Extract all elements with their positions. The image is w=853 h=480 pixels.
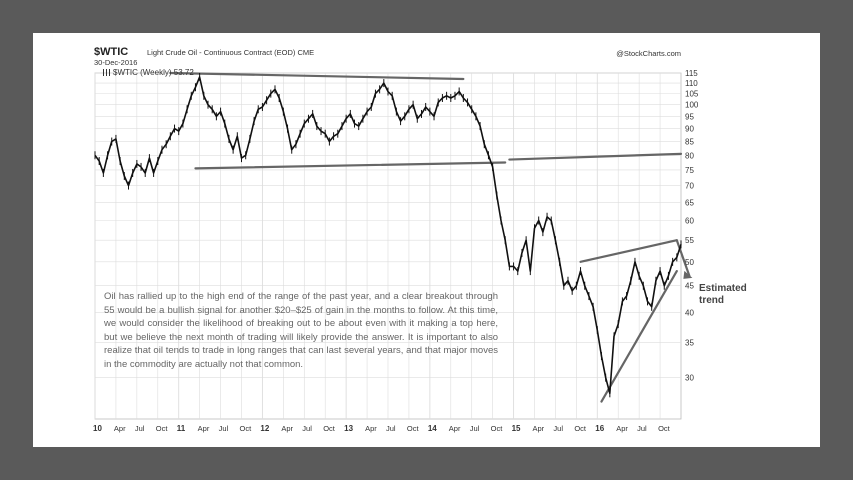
y-tick-label: 105 <box>685 90 699 99</box>
x-tick-label: Oct <box>323 424 336 433</box>
x-axis: 10 Apr Jul Oct 11 Apr Jul Oct 12 Apr Jul Oct 13 Apr Ju… <box>93 424 671 433</box>
x-tick-label: Jul <box>302 424 312 433</box>
x-tick-label: Jul <box>553 424 563 433</box>
x-tick-label: 13 <box>344 424 353 433</box>
source-credit: @StockCharts.com <box>616 49 681 58</box>
y-tick-label: 55 <box>685 236 694 245</box>
contract-name: Light Crude Oil - Continuous Contract (E… <box>147 48 296 57</box>
annotation-text: Oil has rallied up to the high end of th… <box>104 291 498 370</box>
x-tick-label: Oct <box>156 424 169 433</box>
x-tick-label: 16 <box>595 424 604 433</box>
y-tick-label: 115 <box>685 69 698 78</box>
y-tick-label: 30 <box>685 374 694 383</box>
y-tick-label: 50 <box>685 258 694 267</box>
x-tick-label: Oct <box>658 424 671 433</box>
x-tick-label: Jul <box>219 424 229 433</box>
x-tick-label: Apr <box>449 424 461 433</box>
x-tick-label: Apr <box>533 424 545 433</box>
x-tick-label: 12 <box>260 424 269 433</box>
chart-date: 30-Dec-2016 <box>94 58 138 67</box>
series-legend: $WTIC (Weekly) 53.72 <box>103 68 194 77</box>
chart-subtitle: Light Crude Oil - Continuous Contract (E… <box>147 48 314 57</box>
y-tick-label: 80 <box>685 151 694 160</box>
y-tick-label: 110 <box>685 79 698 88</box>
bar-chart-icon <box>103 69 111 76</box>
y-tick-label: 60 <box>685 217 694 226</box>
x-tick-label: Apr <box>198 424 210 433</box>
trendlines <box>169 71 693 403</box>
x-tick-label: Jul <box>386 424 396 433</box>
x-tick-label: Oct <box>240 424 253 433</box>
trendline <box>508 152 683 161</box>
trendline <box>675 239 691 277</box>
trendline <box>194 161 507 170</box>
x-tick-label: Oct <box>574 424 587 433</box>
y-tick-label: 45 <box>685 282 694 291</box>
x-tick-label: Jul <box>637 424 647 433</box>
y-tick-label: 65 <box>685 198 694 207</box>
grid <box>94 72 682 420</box>
x-tick-label: Apr <box>281 424 293 433</box>
y-tick-label: 70 <box>685 182 694 191</box>
x-tick-label: Apr <box>616 424 628 433</box>
x-tick-label: Jul <box>135 424 145 433</box>
x-tick-label: Apr <box>365 424 377 433</box>
price-chart: 30 35 40 45 50 55 60 65 70 75 80 85 90 95 100 105 110115… <box>93 69 699 433</box>
exchange-name: CME <box>297 48 315 57</box>
y-tick-label: 35 <box>685 339 694 348</box>
x-tick-label: Apr <box>114 424 126 433</box>
estimated-line2: trend <box>699 295 724 306</box>
trend-arrowhead <box>683 270 693 279</box>
trendline <box>579 239 678 263</box>
x-tick-label: 10 <box>93 424 102 433</box>
x-tick-label: 14 <box>428 424 437 433</box>
chart-card: 30 35 40 45 50 55 60 65 70 75 80 85 90 95 100 105 110 115… <box>33 33 820 447</box>
x-tick-label: Oct <box>407 424 420 433</box>
y-tick-label: 40 <box>685 308 694 317</box>
price-series <box>94 72 682 398</box>
trendline <box>169 71 465 81</box>
estimated-line1: Estimated <box>699 283 747 294</box>
ticker-symbol: $WTIC <box>94 46 129 58</box>
estimated-trend-label: Estimated trend <box>699 283 747 307</box>
y-tick-label: 90 <box>685 125 694 134</box>
legend-label: $WTIC (Weekly) 53.72 <box>113 68 194 77</box>
x-tick-label: 15 <box>512 424 521 433</box>
y-tick-label: 75 <box>685 166 694 175</box>
y-tick-label: 100 <box>685 101 699 110</box>
x-tick-label: Oct <box>491 424 504 433</box>
x-tick-label: 11 <box>177 424 186 433</box>
y-tick-label: 95 <box>685 112 694 121</box>
trendline <box>600 269 678 403</box>
y-tick-label: 85 <box>685 138 694 147</box>
x-tick-label: Jul <box>470 424 480 433</box>
